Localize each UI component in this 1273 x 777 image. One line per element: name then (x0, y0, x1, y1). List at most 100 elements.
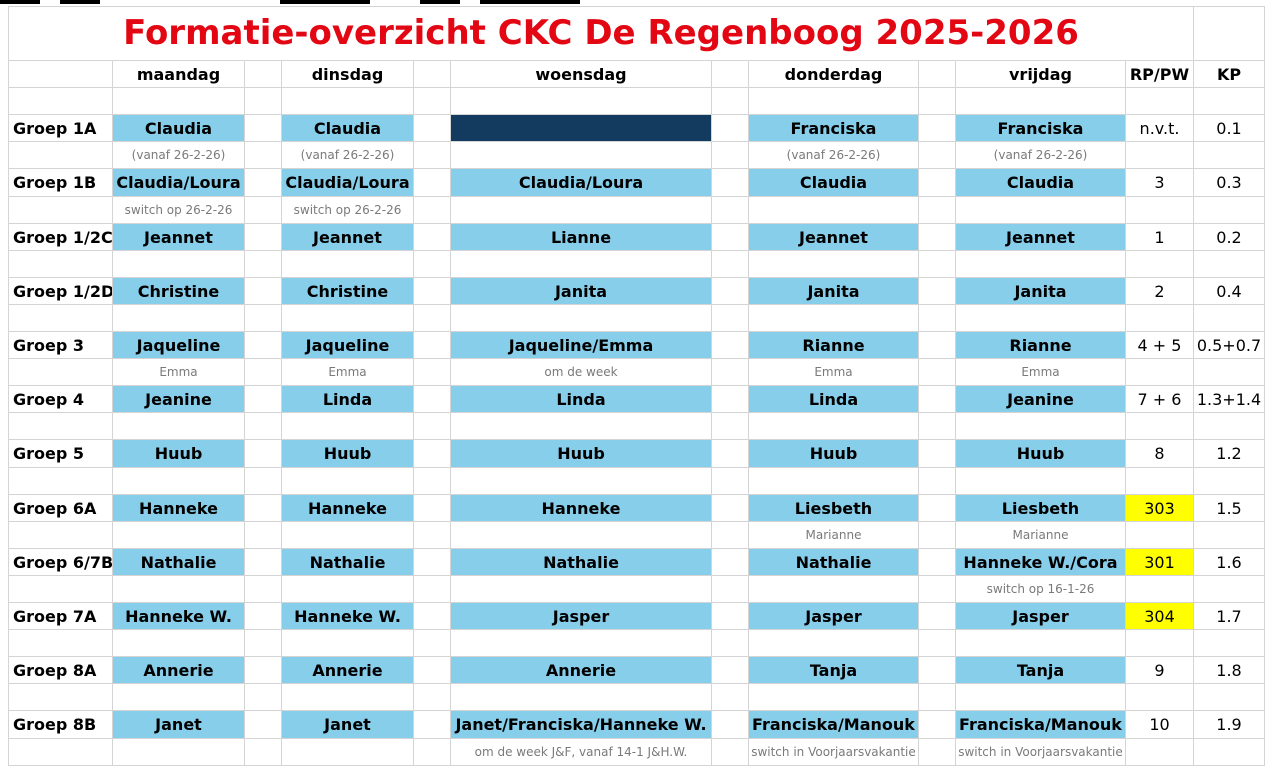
day-header-donderdag: donderdag (784, 64, 883, 84)
kp-value: 0.2 (1216, 227, 1242, 247)
teacher-cell: Jasper (451, 603, 711, 629)
teacher-cell: Claudia/Loura (451, 169, 711, 196)
kp-value: 0.3 (1216, 173, 1242, 192)
cell-note: (vanaf 26-2-26) (300, 148, 395, 162)
grid-line (8, 168, 1265, 169)
cell-note: om de week J&F, vanaf 14-1 J&H.W. (474, 745, 688, 759)
group-label: Groep 1/2C (13, 227, 112, 247)
teacher-cell: Janita (956, 278, 1125, 304)
group-label: Groep 8B (13, 715, 97, 734)
teacher-cell: Jeannet (282, 224, 413, 250)
kp-value: 0.4 (1216, 281, 1242, 301)
teacher-cell: Rianne (956, 332, 1125, 358)
grid-line (8, 683, 1265, 684)
grid-line (413, 60, 414, 765)
grid-line (8, 467, 1265, 468)
teacher-cell: Nathalie (282, 549, 413, 575)
kp-value: 1.3+1.4 (1196, 389, 1262, 409)
teacher-cell: Christine (113, 278, 244, 304)
cell-note: switch op 26-2-26 (293, 203, 402, 217)
grid-line (8, 412, 1265, 413)
teacher-cell: Hanneke W./Cora (956, 549, 1125, 575)
grid-line (112, 60, 113, 765)
cell-note: Emma (328, 365, 367, 379)
grid-line (8, 548, 1265, 549)
day-header-woensdag: woensdag (535, 64, 627, 84)
cell-note: switch op 16-1-26 (986, 582, 1095, 596)
rp-pw-header: RP/PW (1129, 64, 1190, 84)
grid-line (450, 60, 451, 765)
teacher-cell: Jasper (749, 603, 918, 629)
teacher-cell: Jaqueline/Emma (451, 332, 711, 358)
teacher-cell: Jeanine (956, 386, 1125, 412)
teacher-cell: Jasper (956, 603, 1125, 629)
group-label: Groep 6A (13, 498, 97, 518)
grid-line (8, 6, 1265, 7)
cell-note: om de week (544, 365, 618, 379)
teacher-cell: Annerie (451, 657, 711, 683)
kp-value: 1.5 (1216, 498, 1242, 518)
teacher-cell: Claudia/Loura (282, 169, 413, 196)
cut-off-previous-row (0, 0, 1273, 6)
teacher-cell: Claudia/Loura (113, 169, 244, 196)
cell-note: Emma (1021, 365, 1060, 379)
teacher-cell: Nathalie (113, 549, 244, 575)
teacher-cell: Janet (113, 711, 244, 738)
kp-value: 1.6 (1216, 552, 1242, 572)
grid-line (8, 358, 1265, 359)
teacher-cell: Janita (451, 278, 711, 304)
grid-line (8, 60, 1265, 61)
teacher-cell: Claudia (113, 115, 244, 141)
grid-line (8, 250, 1265, 251)
teacher-cell: Linda (282, 386, 413, 412)
teacher-cell: Claudia (956, 169, 1125, 196)
teacher-cell: Huub (956, 440, 1125, 467)
kp-value: 1.8 (1216, 660, 1242, 680)
grid-line (955, 60, 956, 765)
teacher-cell: Jeannet (749, 224, 918, 250)
grid-line (8, 494, 1265, 495)
cell-note: Emma (159, 365, 198, 379)
grid-line (8, 385, 1265, 386)
cell-note: Marianne (1012, 528, 1069, 542)
cell-note: (vanaf 26-2-26) (993, 148, 1088, 162)
grid-line (244, 60, 245, 765)
cell-note: Emma (814, 365, 853, 379)
grid-line (8, 710, 1265, 711)
teacher-cell: Jeannet (956, 224, 1125, 250)
teacher-cell: Liesbeth (749, 495, 918, 521)
teacher-cell: Hanneke (113, 495, 244, 521)
teacher-cell: Annerie (113, 657, 244, 683)
group-label: Groep 1/2D (13, 281, 112, 301)
kp-value: 1.9 (1216, 715, 1242, 734)
group-label: Groep 7A (13, 606, 97, 626)
teacher-cell: Huub (749, 440, 918, 467)
cell-note: (vanaf 26-2-26) (786, 148, 881, 162)
grid-line (281, 60, 282, 765)
teacher-cell: Franciska/Manouk (749, 711, 918, 738)
cell-note: Marianne (805, 528, 862, 542)
rp-pw-value: 303 (1126, 495, 1193, 521)
grid-line (8, 277, 1265, 278)
rp-pw-value: 3 (1154, 173, 1165, 192)
grid-line (8, 765, 1265, 766)
group-label: Groep 1B (13, 173, 97, 192)
rp-pw-value: 304 (1126, 603, 1193, 629)
teacher-cell: Janet/Franciska/Hanneke W. (451, 711, 711, 738)
teacher-cell: Franciska (749, 115, 918, 141)
teacher-cell: Linda (749, 386, 918, 412)
grid-line (8, 114, 1265, 115)
kp-value: 0.5+0.7 (1196, 335, 1262, 355)
teacher-cell: Hanneke (451, 495, 711, 521)
grid-line (8, 6, 9, 765)
teacher-cell: Rianne (749, 332, 918, 358)
teacher-cell: Huub (451, 440, 711, 467)
rp-pw-value: n.v.t. (1139, 118, 1180, 138)
grid-line (8, 304, 1265, 305)
group-label: Groep 3 (13, 335, 85, 355)
teacher-cell: Lianne (451, 224, 711, 250)
group-label: Groep 1A (13, 118, 97, 138)
rp-pw-value: 10 (1149, 715, 1170, 734)
day-header-vrijdag: vrijdag (1009, 64, 1072, 84)
